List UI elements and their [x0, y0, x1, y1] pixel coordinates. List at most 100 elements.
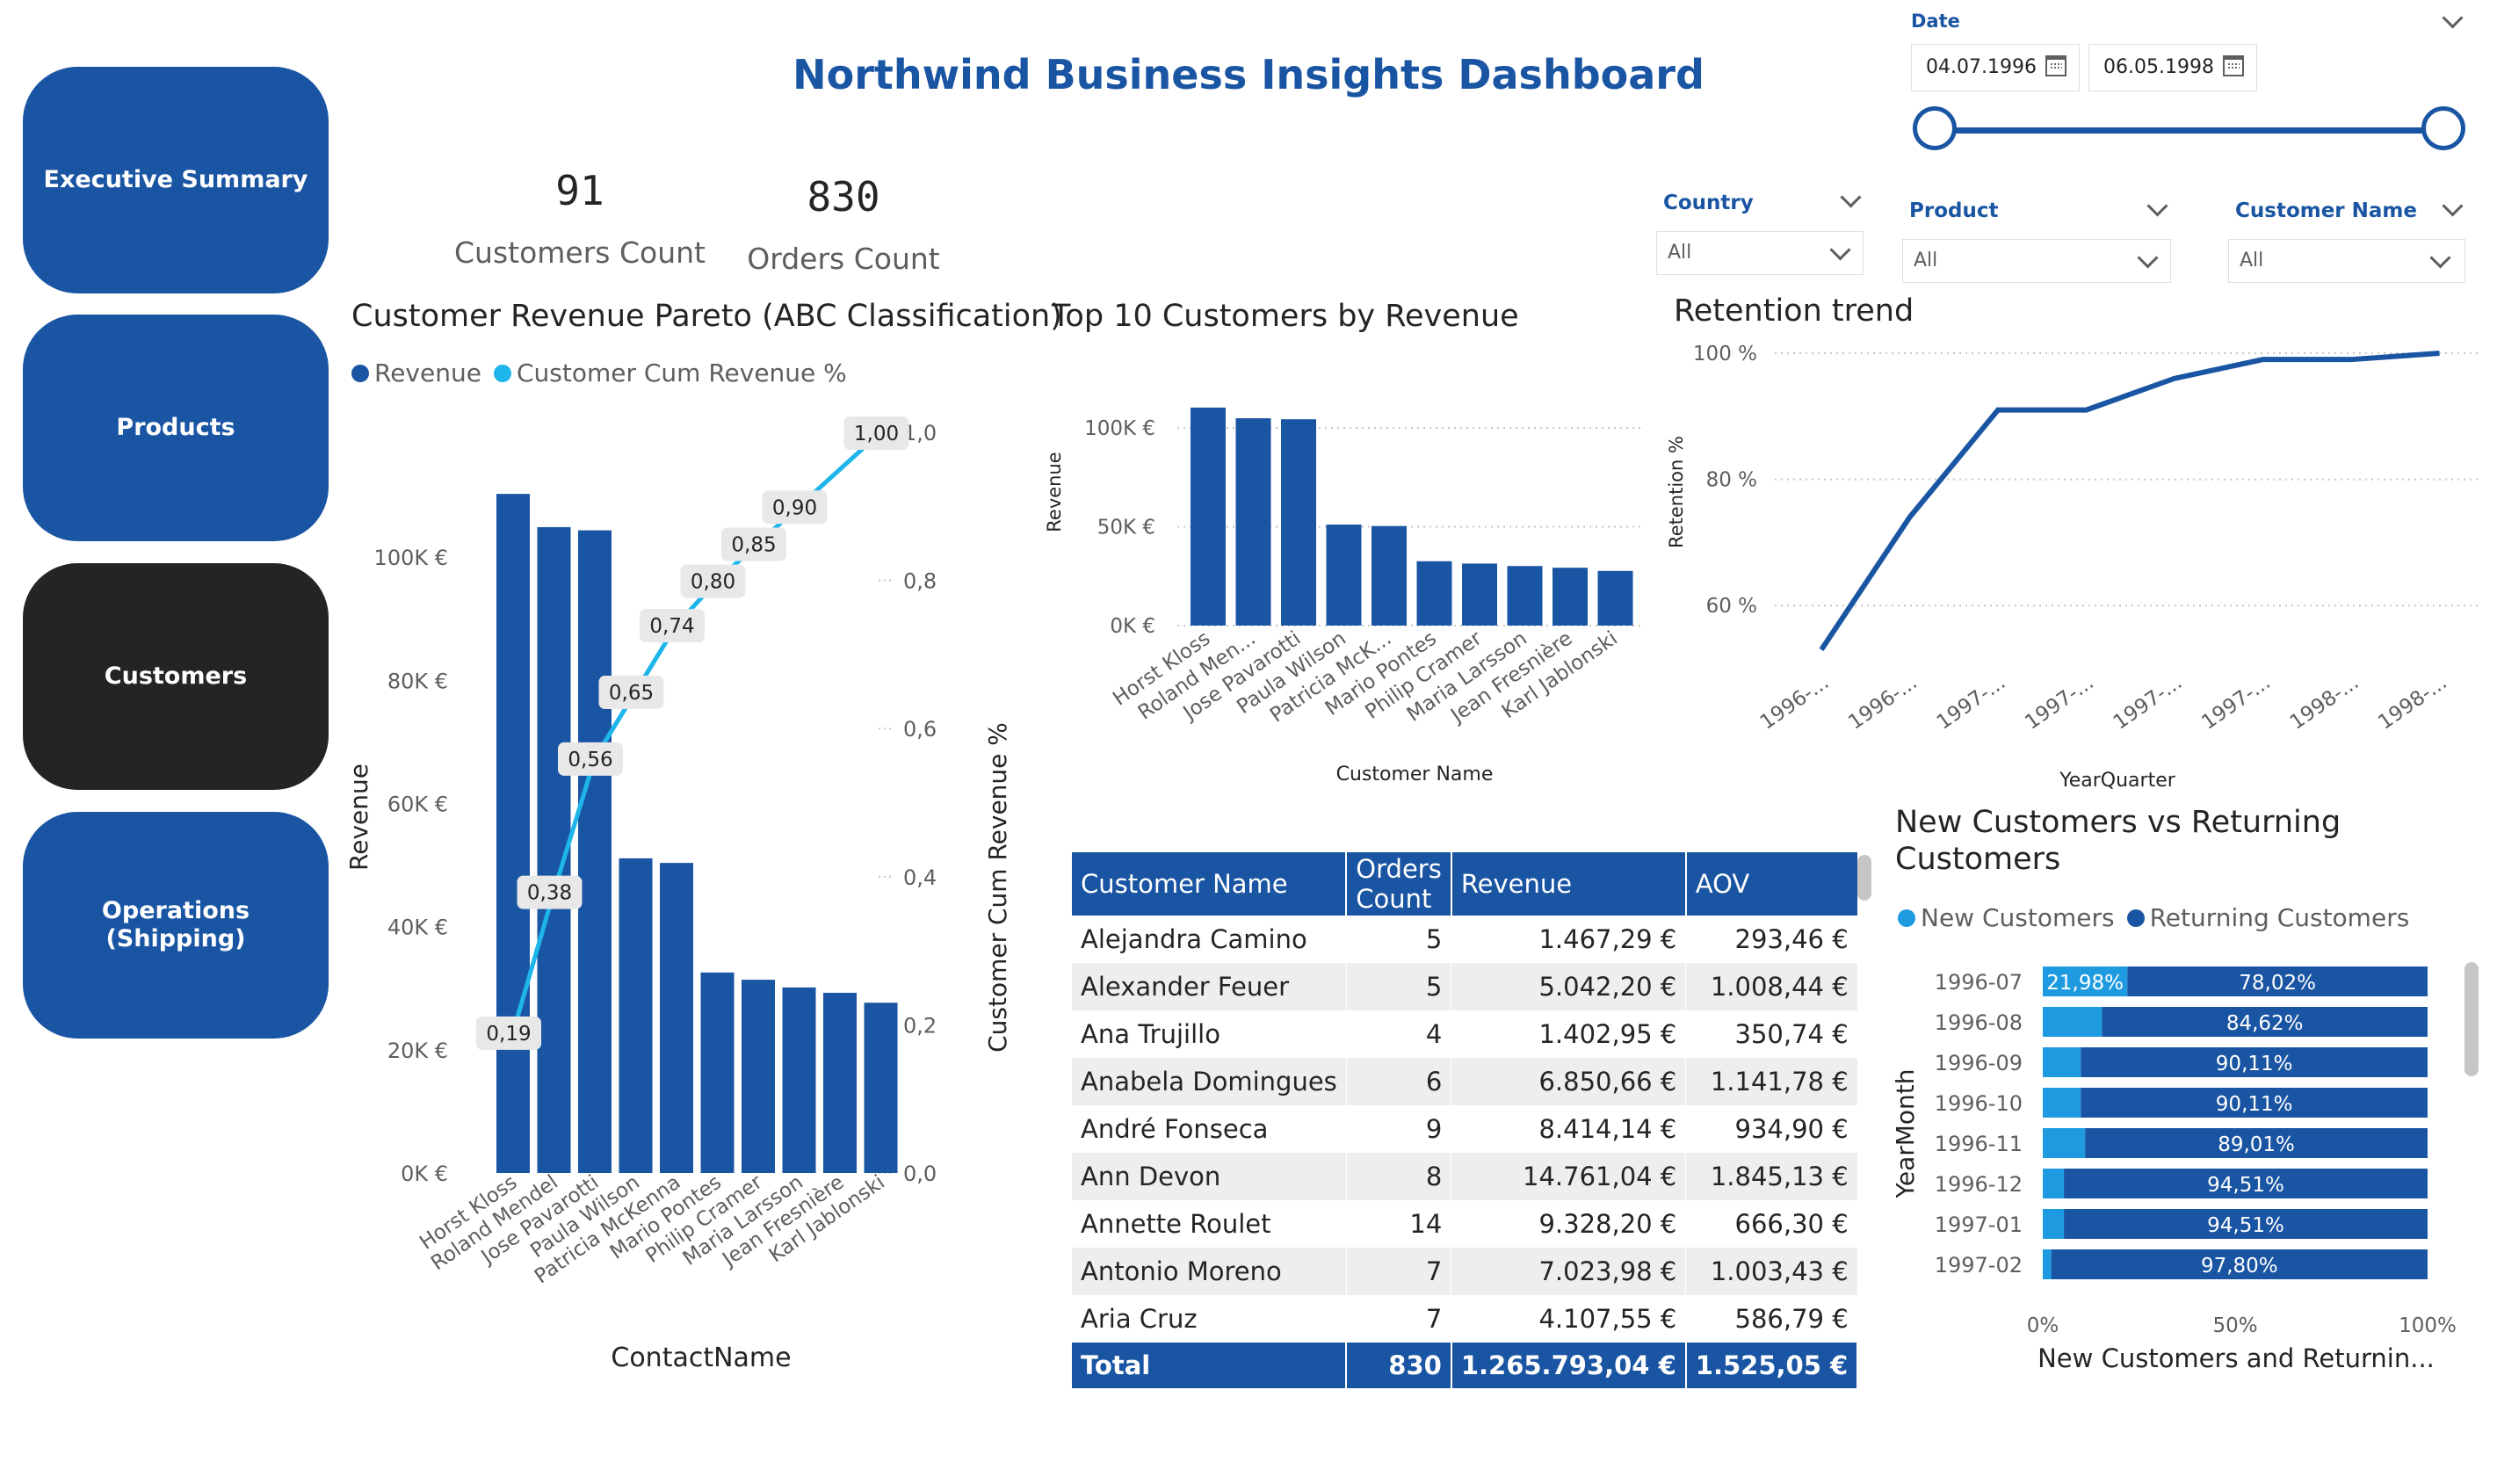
returning-customers-bar [2081, 1047, 2428, 1077]
nav-operations-shipping-button[interactable]: Operations (Shipping) [23, 812, 329, 1039]
nav-customers-button[interactable]: Customers [23, 563, 329, 790]
revenue-bar [1235, 418, 1271, 626]
chart-scrollbar[interactable] [2464, 962, 2479, 1076]
product-dropdown[interactable]: All [1902, 239, 2171, 283]
total-aov-cell: 1.525,05 € [1685, 1343, 1859, 1388]
column-header-revenue[interactable]: Revenue [1451, 852, 1687, 916]
legend-returning-customers-marker [2126, 908, 2145, 927]
customer-name-chevron-down-icon[interactable] [2442, 195, 2464, 217]
revenue-cell: 8.414,14 € [1451, 1105, 1687, 1153]
table-scrollbar[interactable] [1857, 855, 1871, 901]
column-header-orders-count[interactable]: Orders Count [1346, 852, 1452, 916]
product-chevron-down-icon[interactable] [2146, 195, 2168, 217]
calendar-icon[interactable] [2045, 55, 2066, 76]
data-label: 21,98% [2046, 972, 2124, 995]
date-end-value: 06.05.1998 [2103, 56, 2214, 78]
y-tick-label: 60K € [387, 792, 448, 816]
country-dropdown[interactable]: All [1656, 231, 1864, 275]
x-tick-label: 1997-... [2110, 671, 2187, 735]
column-header-aov[interactable]: AOV [1685, 852, 1858, 916]
data-label: 90,11% [2216, 1093, 2293, 1116]
data-label: 0,90 [772, 496, 817, 519]
aov-cell: 1.008,44 € [1685, 963, 1858, 1010]
x-axis-title: Customer Name [1336, 764, 1494, 785]
total-revenue-cell: 1.265.793,04 € [1451, 1343, 1687, 1388]
orders-count-cell: 9 [1346, 1105, 1452, 1153]
table-row[interactable]: Ana Trujillo 4 1.402,95 €350,74 € [1072, 1010, 1858, 1058]
table-row[interactable]: Antonio Moreno 7 7.023,98 €1.003,43 € [1072, 1248, 1858, 1295]
legend-new-customers-marker [1898, 908, 1915, 927]
y-tick-label: 1996-09 [1935, 1051, 2023, 1075]
orders-count-cell: 8 [1346, 1153, 1452, 1200]
revenue-bar [1372, 525, 1407, 626]
x-tick-label: 1996-... [1844, 671, 1922, 735]
customer-table: Customer Name Orders Count Revenue AOV A… [1072, 852, 1859, 1388]
customer-name-cell: Antonio Moreno [1072, 1248, 1347, 1295]
y-tick-label: 1996-07 [1935, 970, 2023, 995]
table-row[interactable]: Anabela Domingues 6 6.850,66 €1.141,78 € [1072, 1058, 1858, 1105]
table-row[interactable]: Aria Cruz 7 4.107,55 €586,79 € [1072, 1295, 1858, 1343]
total-orders-cell: 830 [1346, 1343, 1452, 1388]
table-row[interactable]: Alejandra Camino 5 1.467,29 €293,46 € [1072, 916, 1858, 963]
x-tick-label: 1998-... [2286, 671, 2363, 735]
table-row[interactable]: Alexander Feuer 5 5.042,20 €1.008,44 € [1072, 963, 1858, 1010]
x-axis-title: ContactName [611, 1343, 791, 1373]
aov-cell: 350,74 € [1685, 1010, 1858, 1058]
y2-tick-label: 0,0 [903, 1162, 937, 1186]
y-tick-label: 1996-11 [1935, 1132, 2023, 1156]
y-tick-label: 0K € [401, 1162, 448, 1186]
orders-count-cell: 7 [1346, 1248, 1452, 1295]
date-start-input[interactable]: 04.07.1996 [1911, 44, 2080, 91]
column-header-customer-name[interactable]: Customer Name [1072, 852, 1348, 916]
customer-name-cell: Alexander Feuer [1072, 963, 1347, 1010]
customer-name-dropdown[interactable]: All [2228, 239, 2465, 283]
x-tick-label: 100% [2399, 1314, 2457, 1337]
returning-customers-bar [2051, 1249, 2428, 1279]
table-row[interactable]: Ann Devon 8 14.761,04 €1.845,13 € [1072, 1153, 1858, 1200]
legend-returning-customers-label: Returning Customers [2149, 903, 2410, 932]
date-end-input[interactable]: 06.05.1998 [2088, 44, 2257, 91]
x-tick-label: 0% [2027, 1314, 2059, 1337]
data-label: 0,56 [568, 749, 612, 771]
x-tick-label: 1996-... [1756, 671, 1834, 735]
total-label-cell: Total [1072, 1343, 1348, 1388]
retention-line [1819, 351, 2440, 652]
product-slicer-label: Product [1909, 199, 1999, 222]
customer-name-slicer-label: Customer Name [2235, 199, 2417, 222]
orders-count-cell: 7 [1346, 1295, 1452, 1343]
new-vs-returning-legend: New Customers Returning Customers [1898, 903, 2409, 932]
customers-count-label: Customers Count [454, 235, 706, 270]
new-customers-bar [2043, 1249, 2052, 1279]
data-label: 0,85 [731, 533, 776, 556]
aov-cell: 666,30 € [1685, 1200, 1858, 1248]
date-range-start-handle[interactable] [1913, 106, 1957, 150]
y-tick-label: 100 % [1693, 343, 1757, 366]
retention-chart: 60 % 80 % 100 % Retention % YearQuarter 1996-… [1666, 343, 2478, 792]
nav-executive-summary-button[interactable]: Executive Summary [23, 67, 329, 293]
data-label: 94,51% [2207, 1214, 2284, 1237]
orders-count-value: 830 [807, 173, 880, 221]
table-row[interactable]: André Fonseca 9 8.414,14 €934,90 € [1072, 1105, 1858, 1153]
date-range-end-handle[interactable] [2421, 106, 2465, 150]
new-customers-bar [2043, 1047, 2081, 1077]
new-customers-bar [2043, 966, 2128, 996]
y2-tick-label: 0,2 [903, 1013, 937, 1038]
nav-products-button[interactable]: Products [23, 315, 329, 541]
orders-count-cell: 5 [1346, 916, 1452, 963]
y-tick-label: 50K € [1097, 517, 1155, 539]
revenue-bar [864, 1003, 898, 1173]
new-vs-returning-chart: YearMonth 1996-07 21,98% 78,02% 1996-08 84,62… [1891, 966, 2457, 1373]
x-tick-label: 50% [2212, 1314, 2257, 1337]
y-tick-label: 1997-02 [1935, 1253, 2023, 1278]
calendar-icon[interactable] [2223, 55, 2244, 76]
date-range-track[interactable] [1937, 127, 2447, 134]
date-chevron-down-icon[interactable] [2442, 7, 2464, 29]
data-label-bg [640, 609, 705, 643]
revenue-cell: 6.850,66 € [1451, 1058, 1687, 1105]
country-chevron-down-icon[interactable] [1840, 186, 1862, 208]
data-label: 78,02% [2239, 972, 2316, 995]
data-label-bg [598, 676, 664, 710]
table-row[interactable]: Annette Roulet 14 9.328,20 €666,30 € [1072, 1200, 1858, 1248]
data-label: 0,74 [649, 615, 694, 638]
